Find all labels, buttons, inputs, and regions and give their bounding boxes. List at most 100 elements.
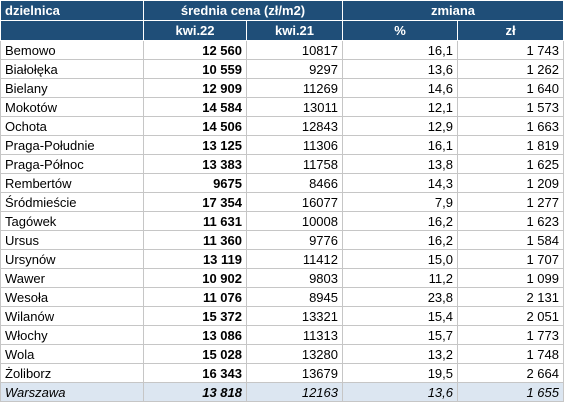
district-name: Bemowo [0, 40, 144, 60]
change-pct: 12,1 [342, 97, 458, 117]
district-name: Praga-Południe [0, 135, 144, 155]
price-kwi21: 11412 [246, 249, 343, 269]
change-zl: 2 051 [456, 306, 564, 326]
table-row: Wilanów 15 372 13321 15,4 2 051 [0, 306, 564, 326]
district-name: Mokotów [0, 97, 144, 117]
price-kwi21: 13011 [246, 97, 343, 117]
district-name: Białołęka [0, 59, 144, 79]
price-kwi21: 8466 [246, 173, 343, 193]
change-zl: 1 773 [456, 325, 564, 345]
price-kwi21: 11269 [246, 78, 343, 98]
kwi21-header: kwi.21 [246, 20, 343, 41]
avg-price-header: średnia cena (zł/m2) [143, 0, 343, 21]
table-row: Śródmieście 17 354 16077 7,9 1 277 [0, 192, 564, 212]
change-pct: 12,9 [342, 116, 458, 136]
price-kwi21: 13280 [246, 344, 343, 364]
price-kwi21: 8945 [246, 287, 343, 307]
table-row: Ursus 11 360 9776 16,2 1 584 [0, 230, 564, 250]
change-pct: 23,8 [342, 287, 458, 307]
table-row: Rembertów 9675 8466 14,3 1 209 [0, 173, 564, 193]
district-name: Ursynów [0, 249, 144, 269]
price-kwi22: 17 354 [143, 192, 247, 212]
table-row: Białołęka 10 559 9297 13,6 1 262 [0, 59, 564, 79]
total-name: Warszawa [0, 382, 144, 402]
district-name: Rembertów [0, 173, 144, 193]
price-kwi22: 16 343 [143, 363, 247, 383]
price-kwi22: 9675 [143, 173, 247, 193]
price-kwi21: 10008 [246, 211, 343, 231]
change-zl: 1 819 [456, 135, 564, 155]
price-kwi22: 13 119 [143, 249, 247, 269]
change-zl: 1 573 [456, 97, 564, 117]
table-row: Mokotów 14 584 13011 12,1 1 573 [0, 97, 564, 117]
change-zl: 1 743 [456, 40, 564, 60]
price-kwi22: 11 076 [143, 287, 247, 307]
change-pct: 14,3 [342, 173, 458, 193]
change-pct: 16,2 [342, 211, 458, 231]
price-kwi22: 12 909 [143, 78, 247, 98]
price-kwi21: 11313 [246, 325, 343, 345]
price-kwi22: 14 506 [143, 116, 247, 136]
price-kwi22: 13 086 [143, 325, 247, 345]
price-kwi21: 9776 [246, 230, 343, 250]
change-zl: 1 277 [456, 192, 564, 212]
change-zl: 2 131 [456, 287, 564, 307]
change-zl: 1 748 [456, 344, 564, 364]
price-kwi21: 11758 [246, 154, 343, 174]
change-pct: 13,2 [342, 344, 458, 364]
total-kwi21: 12163 [246, 382, 343, 402]
price-kwi21: 9803 [246, 268, 343, 288]
district-name: Ursus [0, 230, 144, 250]
price-kwi22: 10 902 [143, 268, 247, 288]
district-name: Włochy [0, 325, 144, 345]
change-pct: 11,2 [342, 268, 458, 288]
district-name: Wilanów [0, 306, 144, 326]
table-row: Wawer 10 902 9803 11,2 1 099 [0, 268, 564, 288]
price-kwi22: 11 631 [143, 211, 247, 231]
price-kwi21: 10817 [246, 40, 343, 60]
table-row: Wesoła 11 076 8945 23,8 2 131 [0, 287, 564, 307]
change-pct: 14,6 [342, 78, 458, 98]
price-kwi21: 11306 [246, 135, 343, 155]
change-pct: 19,5 [342, 363, 458, 383]
change-zl: 1 584 [456, 230, 564, 250]
change-pct: 13,8 [342, 154, 458, 174]
change-pct: 15,0 [342, 249, 458, 269]
price-kwi22: 14 584 [143, 97, 247, 117]
price-kwi22: 15 372 [143, 306, 247, 326]
district-name: Ochota [0, 116, 144, 136]
change-zl: 1 099 [456, 268, 564, 288]
table-row: Ochota 14 506 12843 12,9 1 663 [0, 116, 564, 136]
change-pct: 15,7 [342, 325, 458, 345]
price-kwi21: 16077 [246, 192, 343, 212]
price-kwi21: 12843 [246, 116, 343, 136]
table-row: Tagówek 11 631 10008 16,2 1 623 [0, 211, 564, 231]
kwi22-header: kwi.22 [143, 20, 247, 41]
table-row: Żoliborz 16 343 13679 19,5 2 664 [0, 363, 564, 383]
district-name: Wola [0, 344, 144, 364]
change-zl: 1 640 [456, 78, 564, 98]
district-header: dzielnica [0, 0, 144, 21]
change-zl: 1 663 [456, 116, 564, 136]
table-row: Ursynów 13 119 11412 15,0 1 707 [0, 249, 564, 269]
change-pct: 7,9 [342, 192, 458, 212]
change-zl: 1 262 [456, 59, 564, 79]
price-kwi21: 13321 [246, 306, 343, 326]
table-row: Praga-Południe 13 125 11306 16,1 1 819 [0, 135, 564, 155]
price-kwi22: 15 028 [143, 344, 247, 364]
change-pct: 16,1 [342, 135, 458, 155]
table-row: Włochy 13 086 11313 15,7 1 773 [0, 325, 564, 345]
change-zl: 1 209 [456, 173, 564, 193]
change-zl: 1 625 [456, 154, 564, 174]
change-pct: 13,6 [342, 59, 458, 79]
table-row: Praga-Północ 13 383 11758 13,8 1 625 [0, 154, 564, 174]
total-row: Warszawa 13 818 12163 13,6 1 655 [0, 382, 564, 402]
total-pct: 13,6 [342, 382, 458, 402]
table-row: Bielany 12 909 11269 14,6 1 640 [0, 78, 564, 98]
price-kwi22: 13 125 [143, 135, 247, 155]
district-name: Wesoła [0, 287, 144, 307]
change-pct: 16,1 [342, 40, 458, 60]
total-zl: 1 655 [456, 382, 564, 402]
price-kwi21: 9297 [246, 59, 343, 79]
